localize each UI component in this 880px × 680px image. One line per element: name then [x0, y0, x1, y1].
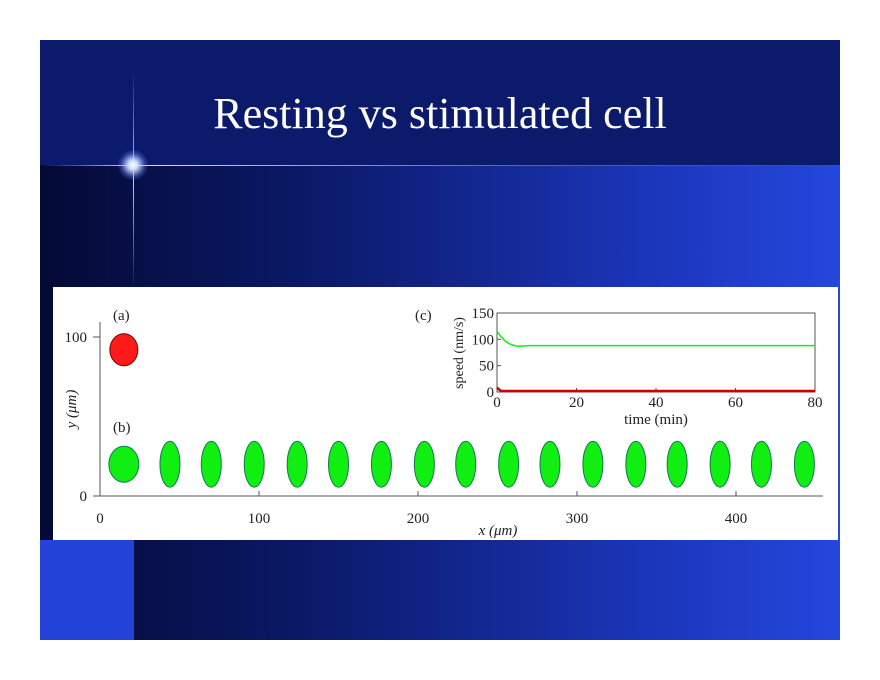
- inset-x-tick-label: 20: [569, 395, 584, 411]
- stimulated-cell: [625, 440, 647, 488]
- panel-label-c: (c): [415, 308, 432, 324]
- slide-header: [40, 40, 840, 165]
- flare-horizontal-line: [40, 165, 840, 166]
- stimulated-cell: [709, 440, 731, 488]
- x-tick-label: 100: [248, 511, 271, 527]
- inset-x-tick-label: 60: [728, 395, 743, 411]
- inset-y-tick-label: 150: [472, 306, 495, 322]
- stimulated-cell: [455, 440, 477, 488]
- x-tick-label: 400: [725, 511, 748, 527]
- panel-label-b: (b): [113, 420, 131, 436]
- inset-x-tick-label: 40: [649, 395, 664, 411]
- stimulated-speed-line: [496, 330, 815, 347]
- stimulated-cell: [793, 440, 815, 488]
- x-axis-label: x (μm): [478, 523, 518, 539]
- x-tick-label: 0: [96, 511, 104, 527]
- y-tick-label: 100: [65, 330, 88, 346]
- inset-y-axis-label: speed (nm/s): [452, 317, 467, 389]
- stimulated-cell: [498, 440, 520, 488]
- slide-title: Resting vs stimulated cell: [213, 89, 667, 138]
- y-tick-label: 0: [80, 489, 88, 505]
- star-flare-icon: [118, 150, 148, 180]
- figure: 0 100 200 300 400 0 100 (a) (b) x (μm) y (μm) 0 20 40…: [53, 287, 838, 540]
- stimulated-cell: [750, 440, 772, 488]
- y-axis-label: y (μm): [64, 390, 80, 431]
- stimulated-cell: [582, 440, 604, 488]
- resting-cell: [109, 333, 139, 367]
- stimulated-cell: [108, 445, 140, 483]
- stimulated-cell: [243, 440, 265, 488]
- stimulated-cell: [539, 440, 561, 488]
- x-tick-label: 300: [566, 511, 589, 527]
- stimulated-cell: [413, 440, 435, 488]
- inset-frame: [496, 312, 816, 393]
- inset-x-tick-label: 80: [808, 395, 823, 411]
- stimulated-cell: [666, 440, 688, 488]
- panel-label-a: (a): [113, 308, 130, 324]
- inset-x-tick-label: 0: [493, 395, 501, 411]
- inset-y-tick-label: 100: [472, 332, 495, 348]
- stimulated-cell: [159, 440, 181, 488]
- stimulated-cell: [370, 440, 392, 488]
- decorative-strip: [40, 540, 134, 640]
- stimulated-cell: [328, 440, 349, 488]
- stimulated-cell: [200, 440, 222, 488]
- resting-speed-line: [496, 386, 815, 393]
- inset-y-tick-label: 50: [479, 359, 494, 375]
- stimulated-cell: [286, 440, 308, 488]
- inset-y-tick-label: 0: [487, 385, 495, 401]
- flare-vertical-line: [133, 70, 134, 290]
- x-tick-label: 200: [407, 511, 430, 527]
- inset-x-axis-label: time (min): [624, 412, 688, 428]
